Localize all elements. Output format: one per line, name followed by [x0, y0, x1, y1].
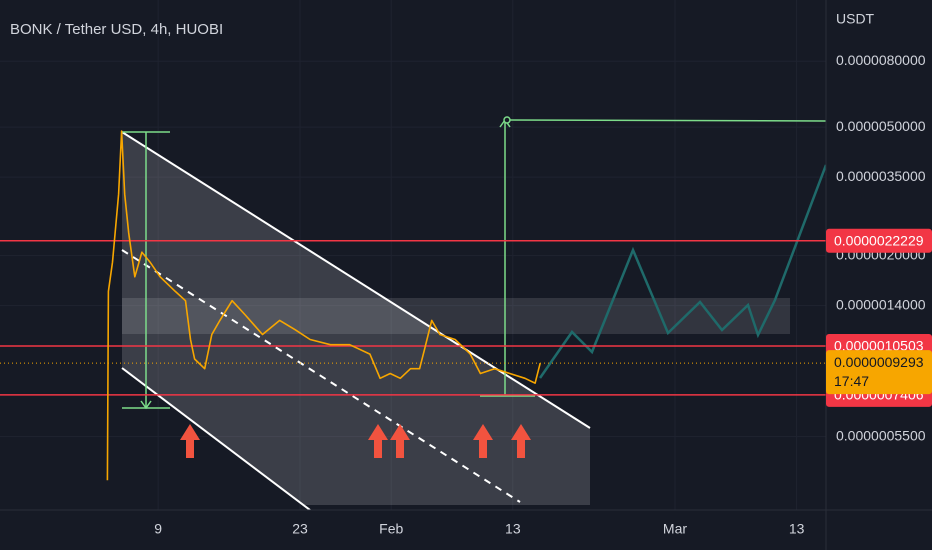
y-tick-label: 0.0000035000: [836, 168, 926, 184]
last-price-box: [826, 350, 932, 395]
x-tick-label: Mar: [663, 521, 687, 537]
x-tick-label: 23: [292, 521, 308, 537]
y-tick-label: 0.0000014000: [836, 296, 926, 312]
x-tick-label: 13: [789, 521, 805, 537]
channel-mid: [121, 249, 521, 503]
chart-title: BONK / Tether USD, 4h, HUOBI: [10, 21, 223, 38]
last-price-label: 0.0000009293: [834, 354, 924, 370]
y-tick-label: 0.0000080000: [836, 52, 926, 68]
channel-upper: [121, 131, 591, 429]
channel-fill: [122, 132, 590, 505]
countdown: 17:47: [834, 373, 869, 389]
price-label-box: [826, 228, 932, 253]
arrows: [180, 424, 531, 458]
measure-1: [122, 131, 170, 410]
y-tick-label: 0.0000050000: [836, 118, 926, 134]
price-line-series: [106, 130, 541, 481]
x-tick-label: 9: [154, 521, 162, 537]
zone: [122, 298, 790, 334]
drawings: [121, 116, 826, 510]
y-tick-label: 0.0000005500: [836, 427, 926, 443]
x-tick-label: Feb: [379, 521, 403, 537]
price-label: 0.0000022229: [834, 233, 924, 249]
x-tick-label: 13: [505, 521, 521, 537]
channel-lower: [121, 367, 311, 510]
price-label: 0.0000010503: [834, 338, 924, 354]
axis-unit: USDT: [836, 11, 875, 27]
measure-2: [480, 116, 826, 397]
